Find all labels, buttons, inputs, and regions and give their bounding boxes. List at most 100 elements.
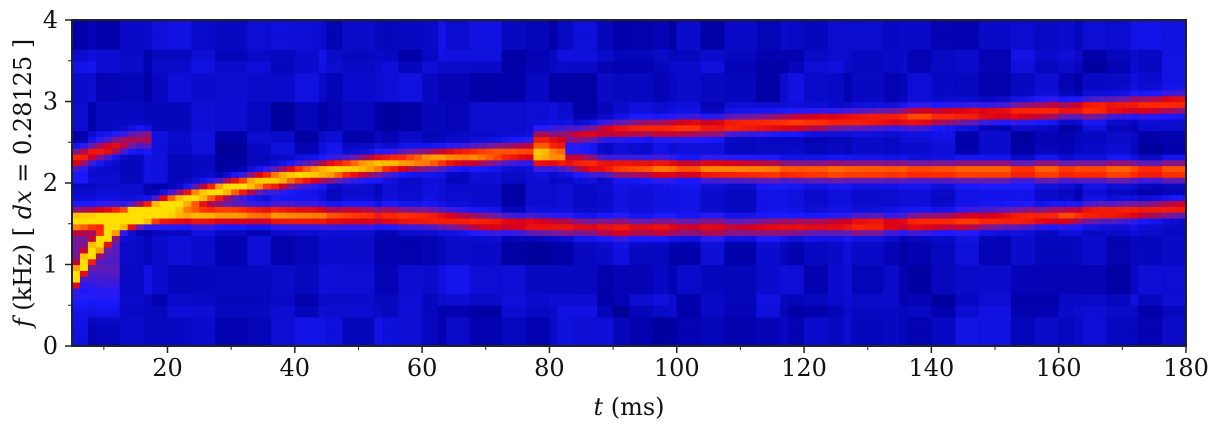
heatmap-cell [199, 287, 208, 295]
heatmap-cell [541, 247, 551, 254]
heatmap-cell [692, 43, 702, 50]
heatmap-cell [318, 229, 328, 236]
heatmap-cell [414, 153, 423, 161]
heatmap-cell [668, 49, 678, 56]
heatmap-cell [366, 89, 375, 97]
heatmap-cell [390, 118, 399, 126]
heatmap-cell [700, 340, 710, 347]
heatmap-cell [692, 54, 702, 62]
heatmap-cell [342, 159, 352, 167]
heatmap-cell [278, 264, 288, 271]
heatmap-cell [143, 66, 153, 73]
heatmap-cell [469, 241, 479, 248]
heatmap-cell [469, 165, 479, 172]
heatmap-cell [525, 281, 535, 289]
heatmap-cell [772, 148, 781, 155]
heatmap-cell [207, 43, 216, 50]
heatmap-cell [708, 124, 718, 132]
heatmap-cell [111, 200, 121, 207]
heatmap-cell [732, 334, 741, 341]
heatmap-cell [541, 311, 551, 318]
heatmap-cell [533, 252, 543, 260]
heatmap-cell [159, 311, 169, 318]
heatmap-cell [660, 258, 670, 266]
heatmap-cell [453, 89, 463, 97]
heatmap-cell [278, 229, 288, 236]
heatmap-cell [629, 316, 638, 324]
heatmap-cell [143, 270, 153, 277]
heatmap-cell [191, 340, 200, 347]
heatmap-cell [485, 66, 495, 73]
heatmap-cell [485, 217, 495, 225]
heatmap-cell [382, 89, 391, 97]
heatmap-cell [207, 136, 216, 143]
heatmap-cell [103, 281, 113, 289]
heatmap-cell [310, 31, 320, 39]
heatmap-cell [183, 311, 192, 318]
heatmap-cell [95, 25, 105, 33]
heatmap-cell [445, 101, 455, 108]
heatmap-cell [629, 171, 638, 178]
heatmap-cell [605, 200, 614, 207]
heatmap-cell [453, 223, 463, 231]
heatmap-cell [525, 311, 535, 318]
heatmap-cell [302, 136, 312, 143]
heatmap-cell [581, 177, 590, 184]
heatmap-cell [326, 148, 336, 155]
heatmap-cell [453, 316, 463, 324]
heatmap-cell [732, 165, 741, 172]
heatmap-cell [294, 54, 304, 62]
heatmap-cell [700, 25, 710, 33]
heatmap-cell [573, 177, 582, 184]
heatmap-cell [636, 20, 646, 27]
heatmap-cell [549, 37, 558, 44]
heatmap-cell [342, 148, 352, 155]
heatmap-cell [692, 72, 702, 79]
heatmap-cell [286, 84, 296, 91]
heatmap-cell [175, 20, 184, 27]
heatmap-cell [541, 188, 551, 196]
heatmap-cell [231, 206, 240, 213]
heatmap-cell [183, 299, 192, 306]
heatmap-cell [350, 54, 360, 62]
heatmap-cell [342, 66, 352, 73]
heatmap-cell [231, 136, 240, 143]
heatmap-cell [453, 78, 463, 85]
heatmap-cell [119, 124, 129, 132]
heatmap-cell [692, 235, 702, 242]
heatmap-cell [318, 142, 328, 149]
heatmap-cell [247, 258, 256, 266]
heatmap-cell [207, 31, 216, 39]
heatmap-cell [199, 183, 208, 190]
heatmap-cell [286, 153, 296, 161]
heatmap-cell [732, 188, 741, 196]
heatmap-cell [438, 264, 447, 271]
heatmap-cell [87, 148, 97, 155]
heatmap-cell [326, 334, 336, 341]
heatmap-cell [326, 299, 336, 306]
heatmap-cell [477, 89, 487, 97]
heatmap-cell [374, 252, 383, 260]
heatmap-cell [732, 217, 741, 225]
heatmap-cell [565, 194, 574, 202]
heatmap-cell [79, 270, 89, 277]
heatmap-cell [72, 118, 81, 126]
heatmap-cell [247, 136, 256, 143]
heatmap-cell [764, 165, 773, 172]
heatmap-cell [151, 322, 161, 330]
heatmap-cell [183, 101, 192, 108]
heatmap-cell [159, 130, 169, 138]
heatmap-cell [223, 264, 232, 271]
heatmap-cell [573, 258, 582, 266]
heatmap-cell [772, 78, 781, 85]
heatmap-cell [629, 20, 638, 27]
heatmap-cell [732, 49, 741, 56]
heatmap-cell [87, 258, 97, 266]
heatmap-cell [310, 334, 320, 341]
heatmap-cell [756, 60, 765, 68]
heatmap-cell [127, 241, 137, 248]
heatmap-cell [629, 264, 638, 271]
heatmap-cell [72, 252, 81, 260]
heatmap-cell [541, 60, 551, 68]
heatmap-cell [621, 43, 630, 50]
